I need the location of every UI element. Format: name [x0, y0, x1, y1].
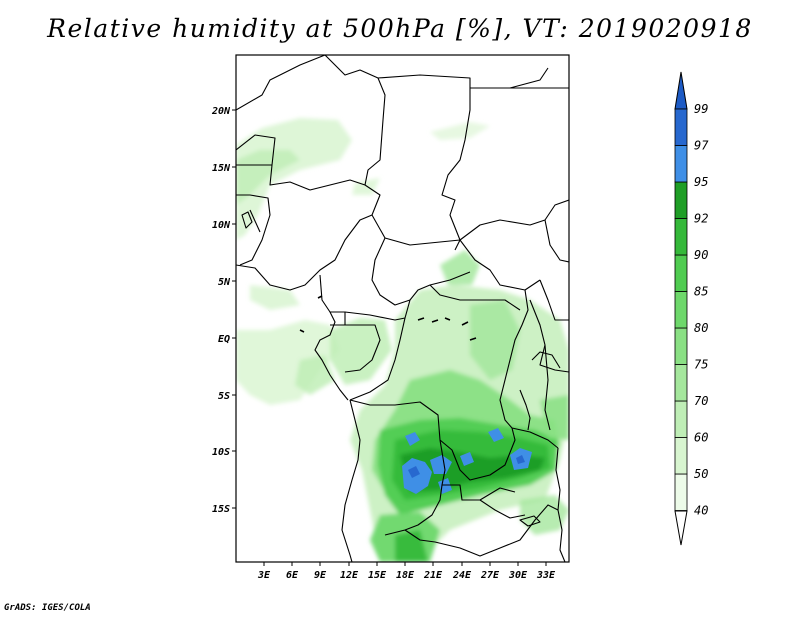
colorbar-label: 70	[694, 394, 708, 408]
colorbar-label: 40	[694, 504, 708, 518]
lon-label: 6E	[286, 570, 299, 581]
lon-label: 27E	[480, 570, 500, 581]
lon-label: 9E	[314, 570, 327, 581]
colorbar-segment	[674, 327, 688, 365]
grads-credit: GrADS: IGES/COLA	[4, 603, 91, 613]
lon-label: 21E	[423, 570, 443, 581]
colorbar: 40 50 60 70 75 80 85 90 92 95 97 99	[674, 71, 709, 546]
lon-label: 15E	[368, 570, 387, 581]
lon-label: 18E	[396, 570, 415, 581]
lon-label: 24E	[452, 570, 472, 581]
lat-label: 5S	[218, 391, 230, 402]
longitude-labels: 3E 6E 9E 12E 15E 18E 21E 24E 27E 30E 33E	[257, 570, 556, 581]
colorbar-segment	[674, 364, 688, 402]
lat-label: 10N	[212, 220, 231, 231]
colorbar-segment	[674, 473, 688, 511]
page-title: Relative humidity at 500hPa [%], VT: 201…	[47, 14, 753, 43]
colorbar-segment	[674, 437, 688, 475]
colorbar-segment	[674, 291, 688, 329]
colorbar-segment	[674, 254, 688, 292]
colorbar-label: 90	[694, 248, 708, 262]
lat-label: 15S	[212, 504, 230, 515]
lon-label: 30E	[508, 570, 528, 581]
lat-label: 15N	[212, 163, 231, 174]
colorbar-segment	[674, 108, 688, 146]
map-frame	[235, 54, 570, 563]
lat-label: 10S	[212, 447, 230, 458]
axis-ticks	[232, 109, 547, 566]
colorbar-top-arrow	[674, 71, 688, 110]
lat-label: 20N	[211, 106, 231, 117]
colorbar-label: 97	[694, 139, 709, 153]
colorbar-label: 99	[694, 102, 708, 116]
colorbar-label: 50	[694, 467, 708, 481]
colorbar-label: 85	[694, 285, 708, 299]
lon-label: 3E	[257, 570, 271, 581]
colorbar-segment	[674, 400, 688, 438]
colorbar-label: 75	[694, 358, 708, 372]
lat-label: EQ	[218, 334, 230, 345]
colorbar-bottom-arrow	[674, 510, 688, 546]
lon-label: 33E	[536, 570, 556, 581]
humidity-field	[236, 118, 569, 562]
colorbar-segment	[674, 181, 688, 219]
colorbar-label: 95	[694, 175, 708, 189]
colorbar-segment	[674, 218, 688, 256]
latitude-labels: 20N 15N 10N 5N EQ 5S 10S 15S	[211, 106, 231, 515]
colorbar-label: 60	[694, 431, 708, 445]
country-borders	[236, 55, 569, 562]
lon-label: 12E	[340, 570, 359, 581]
lat-label: 5N	[218, 277, 231, 288]
colorbar-label: 80	[694, 321, 708, 335]
lakes	[299, 295, 477, 341]
colorbar-segment	[674, 145, 688, 183]
colorbar-label: 92	[694, 212, 708, 226]
